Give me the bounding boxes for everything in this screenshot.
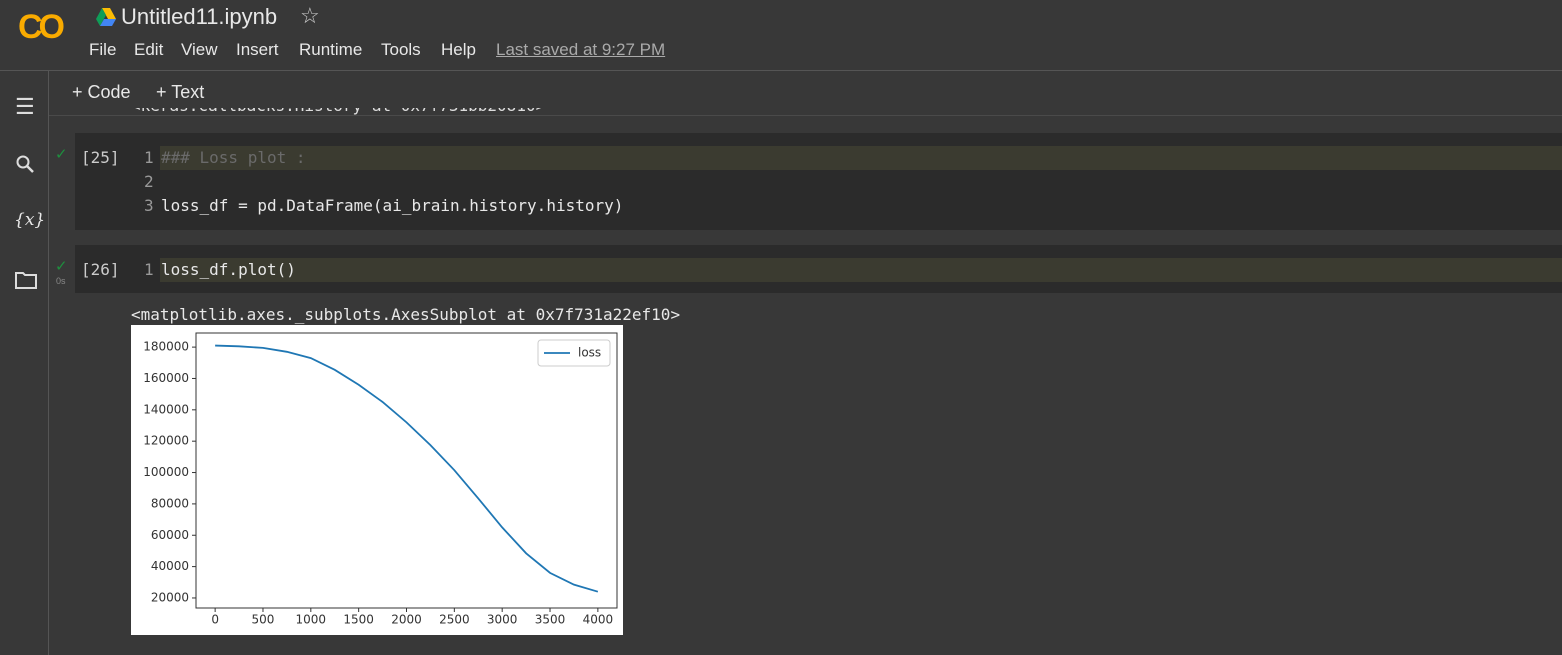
y-tick-label: 60000 <box>151 528 189 542</box>
y-tick-label: 80000 <box>151 496 189 510</box>
menu-item[interactable]: Help <box>441 40 476 59</box>
notebook-title[interactable]: Untitled11.ipynb <box>121 4 278 29</box>
x-tick-label: 500 <box>252 613 275 627</box>
line-number: 1 <box>144 148 154 167</box>
header-divider <box>0 70 1562 71</box>
last-saved[interactable]: Last saved at 9:27 PM <box>496 40 666 59</box>
previous-output-clip: <keras.callbacks.History at 0x7f731bb208… <box>49 108 1562 115</box>
cell-output: <keras.callbacks.History at 0x7f731bb208… <box>131 108 545 115</box>
axes-frame <box>195 332 618 609</box>
menu-item[interactable]: Insert <box>236 40 279 59</box>
y-tick-label: 120000 <box>143 434 189 448</box>
x-tick-label: 2500 <box>439 613 470 627</box>
y-tick-label: 180000 <box>143 340 189 354</box>
y-tick-label: 100000 <box>143 465 189 479</box>
current-line <box>160 146 1562 170</box>
menu-item[interactable]: Tools <box>381 40 421 59</box>
x-tick-label: 3500 <box>535 613 566 627</box>
x-tick-label: 3000 <box>487 613 518 627</box>
run-status: ✓ <box>55 146 68 163</box>
star-icon[interactable]: ☆ <box>300 3 320 28</box>
line-number: 2 <box>144 172 154 191</box>
x-tick-label: 4000 <box>583 613 614 627</box>
x-tick-label: 2000 <box>391 613 422 627</box>
code-line: ### Loss plot : <box>161 148 306 167</box>
x-tick-label: 0 <box>211 613 219 627</box>
execution-count: [25] <box>81 148 120 167</box>
y-tick-label: 40000 <box>151 559 189 573</box>
menu-item[interactable]: Runtime <box>299 40 363 59</box>
y-tick-label: 20000 <box>151 590 189 604</box>
menu-item[interactable]: Edit <box>134 40 164 59</box>
variables-icon[interactable]: {x} <box>14 210 46 230</box>
toolbar-divider <box>49 115 1562 116</box>
add-text-button[interactable]: + Text <box>156 82 205 102</box>
x-tick-label: 1500 <box>343 613 374 627</box>
toc-icon[interactable]: ☰ <box>15 94 35 119</box>
sidebar-divider <box>48 71 49 655</box>
chart: 2000040000600008000010000012000014000016… <box>131 325 623 635</box>
line-number: 1 <box>144 260 154 279</box>
add-code-button[interactable]: + Code <box>72 82 131 102</box>
run-status: ✓ <box>55 258 68 275</box>
line-number: 3 <box>144 196 154 215</box>
cell-output: <matplotlib.axes._subplots.AxesSubplot a… <box>131 305 681 324</box>
run-time: 0s <box>56 276 66 286</box>
menu-item[interactable]: View <box>181 40 218 59</box>
execution-count: [26] <box>81 260 120 279</box>
x-tick-label: 1000 <box>296 613 327 627</box>
legend-label: loss <box>578 346 601 360</box>
line <box>215 344 599 593</box>
legend-box <box>537 339 611 367</box>
menu-item[interactable]: File <box>89 40 117 59</box>
files-icon[interactable] <box>15 271 37 289</box>
drive-icon <box>96 8 116 26</box>
logo[interactable]: CO <box>18 8 65 46</box>
current-line <box>160 258 1562 282</box>
code-line: loss_df = pd.DataFrame(ai_brain.history.… <box>161 196 624 215</box>
search-icon[interactable] <box>16 155 36 175</box>
code-line: loss_df.plot() <box>161 260 296 279</box>
y-tick-label: 140000 <box>143 402 189 416</box>
y-tick-label: 160000 <box>143 371 189 385</box>
